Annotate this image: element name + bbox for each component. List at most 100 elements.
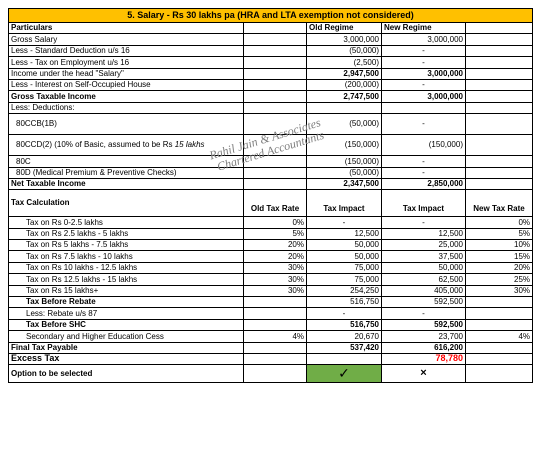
excess-tax-value: 78,780 (381, 352, 466, 366)
new-tax-impact: - (381, 307, 466, 320)
table-row: 80CCB(1B) (50,000) - (8, 113, 534, 136)
empty-cell (243, 364, 307, 384)
old-tax-impact: 516,750 (306, 296, 382, 309)
new-tax-impact: 62,500 (381, 273, 466, 286)
old-regime-value: 3,000,000 (306, 33, 382, 46)
new-regime-value: - (381, 78, 466, 92)
old-tax-impact: 516,750 (306, 318, 382, 332)
empty-cell (243, 318, 307, 332)
new-regime-header: New Regime (381, 21, 466, 35)
old-regime-value: (150,000) (306, 134, 382, 157)
empty-cell (243, 352, 307, 366)
header-row: Particulars Old Regime New Regime (8, 21, 534, 35)
new-rate: 25% (464, 273, 534, 286)
slab-label: Tax on Rs 7.5 lakhs - 10 lakhs (8, 250, 244, 263)
old-rate: 5% (243, 227, 307, 241)
old-regime-value: 2,947,500 (306, 67, 382, 80)
table-row: Gross Taxable Income 2,747,500 3,000,000 (8, 90, 534, 103)
tax-comparison-table: 5. Salary - Rs 30 lakhs pa (HRA and LTA … (7, 8, 534, 384)
new-tax-rate-header: New Tax Rate (464, 189, 534, 218)
new-regime-value: - (381, 113, 466, 136)
table-row: Gross Salary 3,000,000 3,000,000 (8, 33, 534, 46)
empty-cell (464, 296, 534, 309)
row-label: 80C (8, 155, 244, 168)
empty-cell (464, 352, 534, 366)
new-tax-impact: 405,000 (381, 284, 466, 298)
table-row: Less: Rebate u/s 87 - - (8, 307, 534, 320)
empty-cell (243, 296, 307, 309)
empty-cell (464, 134, 534, 157)
slab-label: Tax on Rs 5 lakhs - 7.5 lakhs (8, 239, 244, 252)
table-row: Less - Interest on Self-Occupied House (… (8, 78, 534, 92)
old-tax-impact: 50,000 (306, 250, 382, 263)
row-label: Final Tax Payable (8, 341, 244, 355)
slab-row: Tax on Rs 10 lakhs - 12.5 lakhs 30% 75,0… (8, 261, 534, 275)
table-row: Less: Deductions: (8, 101, 534, 115)
table-row: Secondary and Higher Education Cess 4% 2… (8, 330, 534, 343)
new-tax-impact: 12,500 (381, 227, 466, 241)
old-tax-impact-header: Tax Impact (306, 189, 382, 218)
empty-cell (306, 101, 382, 115)
table-row: 80CCD(2) (10% of Basic, assumed to be Rs… (8, 134, 534, 157)
old-regime-value: 2,347,500 (306, 177, 382, 191)
row-label-italic: 15 lakhs (174, 140, 205, 150)
new-tax-impact: - (381, 216, 466, 229)
table-row: Final Tax Payable 537,420 616,200 (8, 341, 534, 355)
new-regime-value: 3,000,000 (381, 90, 466, 103)
new-rate: 20% (464, 261, 534, 275)
empty-cell (464, 44, 534, 58)
old-tax-impact: 50,000 (306, 239, 382, 252)
empty-cell (464, 307, 534, 320)
row-label: Excess Tax (8, 352, 244, 366)
tax-header-row: Tax Calculation Old Tax Rate Tax Impact … (8, 189, 534, 218)
row-label: Gross Salary (8, 33, 244, 46)
old-rate: 20% (243, 250, 307, 263)
row-label: Option to be selected (8, 364, 244, 384)
new-rate: 0% (464, 216, 534, 229)
empty-cell (243, 90, 307, 103)
empty-cell (464, 318, 534, 332)
empty-cell (464, 155, 534, 168)
table-row: Income under the head "Salary" 2,947,500… (8, 67, 534, 80)
old-tax-impact: 75,000 (306, 273, 382, 286)
new-regime-value: - (381, 155, 466, 168)
table-row: Excess Tax 78,780 (8, 352, 534, 366)
row-label: Net Taxable Income (8, 177, 244, 191)
row-label: Less - Interest on Self-Occupied House (8, 78, 244, 92)
empty-cell (464, 78, 534, 92)
empty-cell (243, 33, 307, 46)
old-tax-impact: 20,670 (306, 330, 382, 343)
empty-cell (243, 307, 307, 320)
slab-row: Tax on Rs 5 lakhs - 7.5 lakhs 20% 50,000… (8, 239, 534, 252)
empty-cell (243, 341, 307, 355)
new-rate: 5% (464, 227, 534, 241)
new-tax-impact: 50,000 (381, 261, 466, 275)
old-regime-header: Old Regime (306, 21, 382, 35)
new-final-tax: 616,200 (381, 341, 466, 355)
empty-cell (381, 101, 466, 115)
row-label: Less: Deductions: (8, 101, 244, 115)
new-rate: 30% (464, 284, 534, 298)
slab-label: Tax on Rs 2.5 lakhs - 5 lakhs (8, 227, 244, 241)
empty-cell (464, 364, 534, 384)
row-label: Less: Rebate u/s 87 (8, 307, 244, 320)
old-regime-value: (2,500) (306, 56, 382, 69)
sheet-title: 5. Salary - Rs 30 lakhs pa (HRA and LTA … (7, 8, 534, 23)
empty-cell (464, 33, 534, 46)
old-regime-value: (50,000) (306, 44, 382, 58)
empty-cell (464, 177, 534, 191)
old-tax-impact: 254,250 (306, 284, 382, 298)
slab-row: Tax on Rs 2.5 lakhs - 5 lakhs 5% 12,500 … (8, 227, 534, 241)
slab-label: Tax on Rs 0-2.5 lakhs (8, 216, 244, 229)
old-rate: 30% (243, 284, 307, 298)
new-regime-value: - (381, 56, 466, 69)
table-row: Tax Before SHC 516,750 592,500 (8, 318, 534, 332)
empty-cell (243, 67, 307, 80)
new-rate: 15% (464, 250, 534, 263)
salary-comparison-sheet: 5. Salary - Rs 30 lakhs pa (HRA and LTA … (7, 8, 534, 450)
particulars-header: Particulars (8, 21, 244, 35)
new-tax-impact: 25,000 (381, 239, 466, 252)
old-regime-value: (50,000) (306, 166, 382, 179)
empty-cell (464, 90, 534, 103)
new-rate: 4% (464, 330, 534, 343)
